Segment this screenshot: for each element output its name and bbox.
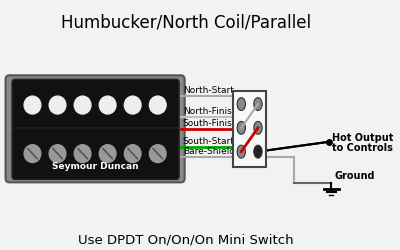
FancyBboxPatch shape [12,79,179,131]
Circle shape [124,96,141,114]
Circle shape [49,145,66,162]
Circle shape [99,145,116,162]
Text: South-Finish: South-Finish [183,119,238,128]
Circle shape [149,145,166,162]
Ellipse shape [254,122,262,134]
Text: South-Start: South-Start [183,137,235,146]
Circle shape [124,145,141,162]
Bar [233,91,266,166]
Circle shape [74,96,91,114]
FancyBboxPatch shape [12,128,179,180]
Text: Seymour Duncan: Seymour Duncan [52,162,139,171]
Circle shape [74,145,91,162]
Circle shape [24,96,41,114]
Text: North-Finish: North-Finish [183,107,237,116]
Text: Ground: Ground [334,171,374,181]
Circle shape [149,96,166,114]
Text: Humbucker/North Coil/Parallel: Humbucker/North Coil/Parallel [60,14,311,32]
Ellipse shape [237,98,246,110]
Text: to Controls: to Controls [332,143,393,153]
Text: Use DPDT On/On/On Mini Switch: Use DPDT On/On/On Mini Switch [78,234,293,247]
Ellipse shape [254,145,262,158]
Circle shape [24,145,41,162]
Ellipse shape [237,145,246,158]
Text: Bare-Shield: Bare-Shield [183,146,235,156]
Ellipse shape [237,122,246,134]
Ellipse shape [254,98,262,110]
Circle shape [49,96,66,114]
FancyBboxPatch shape [6,75,185,182]
Text: North-Start: North-Start [183,86,234,95]
Text: Hot Output: Hot Output [332,133,394,143]
Circle shape [99,96,116,114]
